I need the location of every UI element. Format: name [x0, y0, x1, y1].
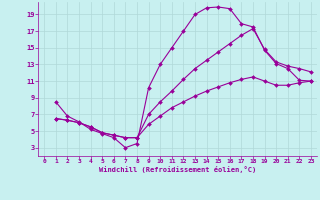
X-axis label: Windchill (Refroidissement éolien,°C): Windchill (Refroidissement éolien,°C): [99, 166, 256, 173]
